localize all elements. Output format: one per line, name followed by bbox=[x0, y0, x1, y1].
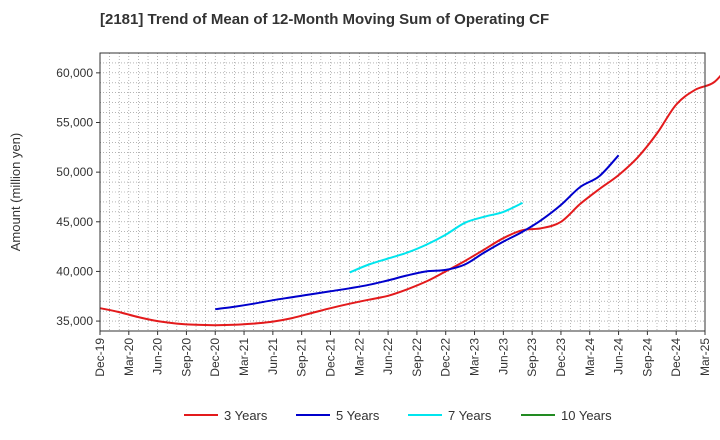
series-line-7-years bbox=[349, 201, 523, 274]
chart-title: [2181] Trend of Mean of 12-Month Moving … bbox=[100, 11, 549, 28]
x-tick-label: Sep-22 bbox=[410, 338, 424, 377]
legend-label-7-years: 7 Years bbox=[448, 408, 492, 423]
x-tick-label: Dec-19 bbox=[93, 338, 107, 377]
x-tick-label: Mar-21 bbox=[237, 338, 251, 376]
y-tick-label: 60,000 bbox=[56, 66, 93, 80]
x-tick-label: Mar-20 bbox=[122, 338, 136, 376]
y-axis: 35,000 40,000 45,000 50,000 55,000 60,000 bbox=[56, 66, 100, 328]
x-tick-label: Sep-20 bbox=[179, 338, 193, 377]
x-tick-label: Jun-22 bbox=[381, 338, 395, 375]
x-tick-label: Dec-23 bbox=[554, 338, 568, 377]
x-tick-label: Jun-21 bbox=[266, 338, 280, 375]
y-tick-label: 45,000 bbox=[56, 215, 93, 229]
legend-label-3-years: 3 Years bbox=[224, 408, 268, 423]
y-tick-label: 55,000 bbox=[56, 116, 93, 130]
x-tick-label: Sep-21 bbox=[295, 338, 309, 377]
y-axis-label: Amount (million yen) bbox=[8, 133, 23, 252]
x-tick-label: Dec-21 bbox=[323, 338, 337, 377]
series-line-3-years bbox=[99, 74, 720, 327]
legend-label-5-years: 5 Years bbox=[336, 408, 380, 423]
y-tick-label: 35,000 bbox=[56, 314, 93, 328]
x-tick-label: Sep-23 bbox=[525, 338, 539, 377]
x-tick-label: Mar-23 bbox=[468, 338, 482, 376]
x-tick-label: Jun-20 bbox=[151, 338, 165, 375]
x-tick-label: Jun-24 bbox=[612, 338, 626, 375]
plot-border bbox=[99, 52, 706, 332]
series-layer bbox=[99, 74, 720, 327]
y-tick-label: 40,000 bbox=[56, 264, 93, 278]
series-line-5-years bbox=[215, 154, 620, 311]
legend-label-10-years: 10 Years bbox=[561, 408, 612, 423]
x-tick-label: Dec-20 bbox=[208, 338, 222, 377]
x-tick-label: Mar-22 bbox=[352, 338, 366, 376]
x-tick-label: Mar-25 bbox=[698, 338, 712, 376]
x-tick-label: Dec-22 bbox=[439, 338, 453, 377]
grid bbox=[100, 53, 705, 331]
x-tick-label: Mar-24 bbox=[583, 338, 597, 376]
x-tick-label: Jun-23 bbox=[496, 338, 510, 375]
x-tick-label: Sep-24 bbox=[640, 338, 654, 377]
x-tick-label: Dec-24 bbox=[669, 338, 683, 377]
y-tick-label: 50,000 bbox=[56, 165, 93, 179]
legend: 3 Years 5 Years 7 Years 10 Years bbox=[184, 408, 612, 423]
x-axis: Dec-19 Mar-20 Jun-20 Sep-20 Dec-20 Mar-21 Jun-… bbox=[93, 331, 712, 377]
